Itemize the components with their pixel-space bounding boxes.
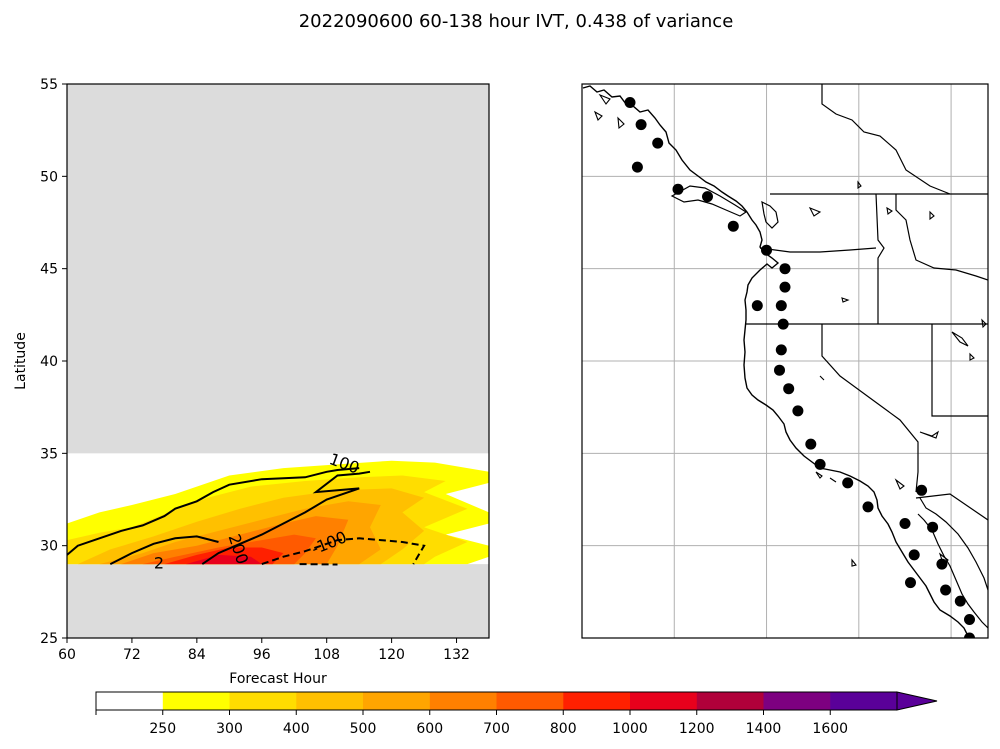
station-marker [631, 161, 643, 173]
x-tick-label: 132 [443, 647, 470, 663]
station-marker [792, 405, 804, 417]
colorbar-segment [563, 692, 631, 710]
x-tick-label: 60 [58, 647, 76, 663]
station-marker [775, 344, 787, 356]
vancouver-island [670, 185, 748, 217]
station-marker [862, 501, 874, 513]
y-tick-label: 55 [40, 77, 58, 93]
y-tick-label: 35 [40, 446, 58, 462]
contour-line--100 [261, 537, 426, 566]
colorbar-segment [363, 692, 431, 710]
mainland-mexico-coast [919, 497, 988, 591]
station-marker [783, 383, 795, 395]
contour-line-100 [67, 467, 360, 556]
colorbar-segment [696, 692, 765, 710]
puget-sound [761, 200, 779, 229]
colorbar-tick-label: 1400 [746, 721, 782, 737]
station-marker [779, 281, 791, 293]
colorbar-segment [296, 692, 364, 710]
colorbar-tick-label: 300 [216, 721, 243, 737]
station-marker [635, 119, 647, 131]
station-marker [672, 183, 684, 195]
y-tick-label: 50 [40, 169, 58, 185]
colorbar-extend-arrow [896, 691, 938, 711]
colorbar-tick-label: 1200 [679, 721, 715, 737]
colorbar-segment [496, 692, 564, 710]
colorbar-segment [229, 692, 297, 710]
colorbar-segment [630, 692, 698, 710]
station-marker [927, 521, 939, 533]
station-marker [761, 244, 772, 256]
station-marker [842, 477, 854, 489]
station-marker [964, 614, 975, 625]
station-marker [964, 632, 975, 638]
colorbar-tick-label: 700 [483, 721, 510, 737]
colorbar-tick-label: 600 [416, 721, 443, 737]
colorbar-tick-label: 250 [149, 721, 176, 737]
station-marker [805, 438, 817, 450]
contour-line-200 [109, 535, 219, 565]
x-axis-label: Forecast Hour [229, 671, 327, 687]
y-tick-label: 45 [40, 262, 58, 278]
colorbar-tick-label: 800 [550, 721, 577, 737]
station-marker [916, 484, 928, 496]
colorbar-segment [830, 692, 898, 710]
station-marker [774, 364, 785, 376]
y-tick-label: 25 [40, 631, 58, 647]
map-frame [581, 83, 989, 639]
x-tick-label: 84 [188, 647, 206, 663]
colorbar: 250 300 400 500 600 700 800 1000 1200 1400 1600 [95, 691, 938, 737]
station-marker [779, 263, 791, 275]
station-marker [751, 300, 763, 312]
contour-line-2 [201, 470, 371, 565]
figure-title: 2022090600 60-138 hour IVT, 0.438 of var… [299, 11, 734, 32]
x-tick-label: 72 [123, 647, 141, 663]
station-marker [908, 549, 920, 561]
colorbar-segment [162, 692, 231, 710]
station-marker [940, 584, 952, 596]
colorbar-segment [96, 692, 164, 710]
station-marker [727, 220, 739, 232]
coastline [582, 85, 969, 637]
x-tick-label: 108 [313, 647, 340, 663]
colorbar-segment [763, 692, 831, 710]
contour-label: 2 [154, 554, 164, 573]
colorbar-tick-label: 500 [350, 721, 377, 737]
y-tick-label: 30 [40, 539, 58, 555]
coastline-map-panel [581, 83, 989, 639]
x-tick-label: 96 [253, 647, 271, 663]
station-marker [954, 595, 966, 607]
station-marker [624, 97, 636, 108]
colorbar-segment [429, 692, 498, 710]
colorbar-tick-label: 400 [283, 721, 310, 737]
station-marker [777, 318, 789, 330]
station-marker [899, 518, 911, 529]
colorbar-tick-label: 1600 [812, 721, 848, 737]
y-axis-label: Latitude [13, 332, 29, 390]
colorbar-tick-label: 1000 [612, 721, 648, 737]
station-marker [652, 137, 664, 149]
station-marker [702, 191, 713, 203]
y-tick-label: 40 [40, 354, 58, 370]
station-marker [905, 577, 916, 589]
station-marker [814, 458, 826, 470]
station-marker [936, 558, 948, 570]
station-marker [775, 300, 787, 312]
x-tick-label: 120 [378, 647, 405, 663]
